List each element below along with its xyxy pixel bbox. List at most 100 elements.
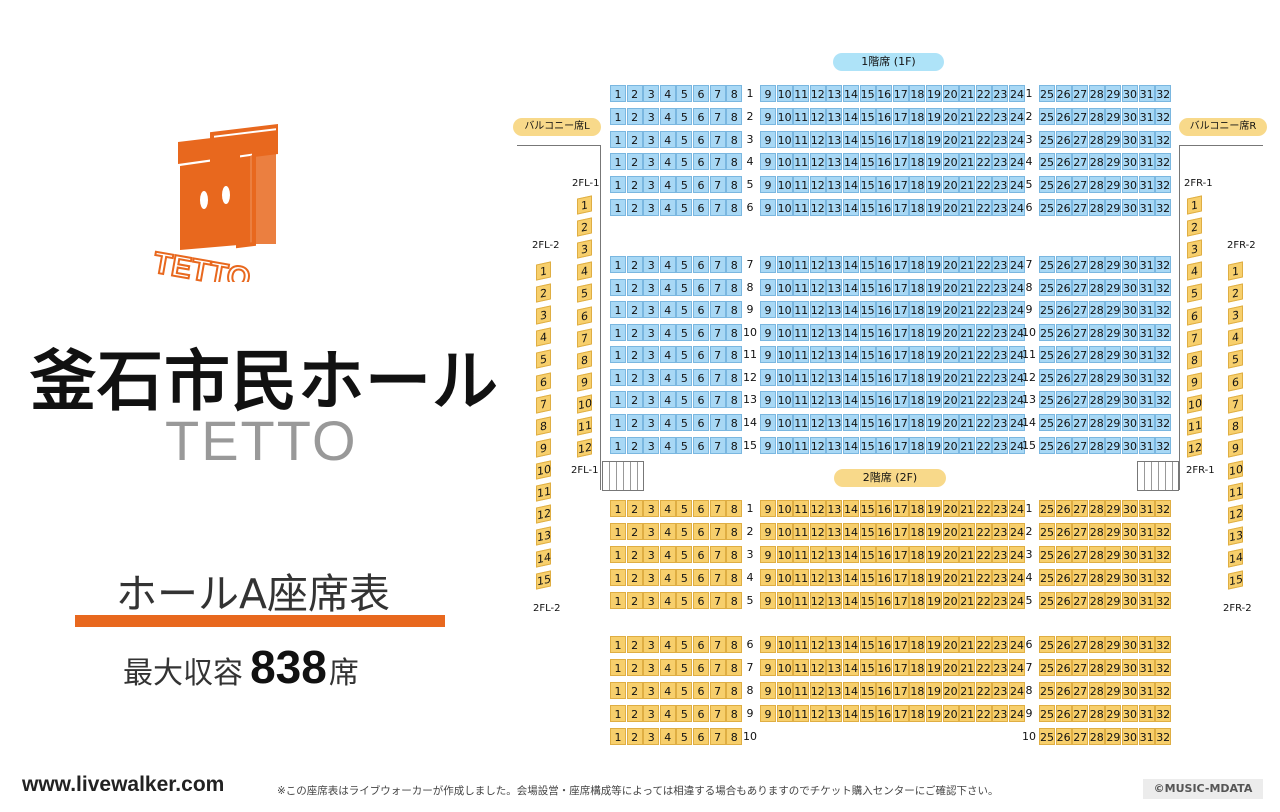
floor1-seat[interactable]: 27 [1072,414,1089,431]
floor1-seat[interactable]: 27 [1072,176,1089,193]
floor1-seat[interactable]: 17 [892,279,909,296]
floor1-seat[interactable]: 22 [975,437,992,454]
floor1-seat[interactable]: 21 [959,301,976,318]
floor2-seat[interactable]: 13 [826,659,843,676]
floor2-seat[interactable]: 23 [992,523,1009,540]
balcony-left-outer-seat[interactable]: 15 [536,570,551,590]
floor1-seat[interactable]: 7 [709,256,726,273]
floor2-seat[interactable]: 20 [942,523,959,540]
floor2-seat[interactable]: 17 [892,659,909,676]
floor2-seat[interactable]: 9 [760,569,776,586]
floor1-seat[interactable]: 13 [826,108,843,125]
floor2-seat[interactable]: 13 [826,569,843,586]
floor2-seat[interactable]: 5 [676,546,693,563]
floor1-seat[interactable]: 1 [610,324,626,341]
floor1-seat[interactable]: 22 [975,369,992,386]
floor1-seat[interactable]: 16 [876,301,893,318]
floor1-seat[interactable]: 3 [643,199,660,216]
floor1-seat[interactable]: 7 [709,153,726,170]
floor2-seat[interactable]: 8 [726,728,743,745]
floor1-seat[interactable]: 31 [1138,153,1155,170]
floor1-seat[interactable]: 19 [926,176,942,193]
floor1-seat[interactable]: 30 [1122,346,1138,363]
floor2-seat[interactable]: 7 [709,728,726,745]
floor1-seat[interactable]: 20 [942,131,959,148]
floor2-seat[interactable]: 2 [626,523,643,540]
floor1-seat[interactable]: 14 [843,199,859,216]
floor2-seat[interactable]: 2 [626,659,643,676]
floor1-seat[interactable]: 24 [1009,199,1025,216]
floor2-seat[interactable]: 9 [760,523,776,540]
balcony-right-outer-seat[interactable]: 9 [1228,438,1243,458]
floor1-seat[interactable]: 9 [760,279,776,296]
floor2-seat[interactable]: 18 [909,682,926,699]
floor2-seat[interactable]: 26 [1055,636,1072,653]
floor1-seat[interactable]: 22 [975,131,992,148]
floor1-seat[interactable]: 3 [643,153,660,170]
floor1-seat[interactable]: 19 [926,131,942,148]
floor1-seat[interactable]: 2 [626,279,643,296]
floor1-seat[interactable]: 9 [760,324,776,341]
floor1-seat[interactable]: 9 [760,346,776,363]
floor2-seat[interactable]: 18 [909,569,926,586]
floor1-seat[interactable]: 5 [676,369,693,386]
floor1-seat[interactable]: 19 [926,199,942,216]
floor2-seat[interactable]: 31 [1138,546,1155,563]
balcony-left-inner-seat[interactable]: 7 [577,327,592,348]
floor1-seat[interactable]: 5 [676,153,693,170]
floor1-seat[interactable]: 12 [809,131,826,148]
floor2-seat[interactable]: 26 [1055,592,1072,609]
floor1-seat[interactable]: 2 [626,437,643,454]
floor1-seat[interactable]: 27 [1072,437,1089,454]
floor2-seat[interactable]: 23 [992,659,1009,676]
floor2-seat[interactable]: 10 [776,682,793,699]
floor1-seat[interactable]: 21 [959,437,976,454]
balcony-left-outer-seat[interactable]: 3 [536,305,551,325]
floor2-seat[interactable]: 2 [626,705,643,722]
floor1-seat[interactable]: 25 [1039,256,1055,273]
floor1-seat[interactable]: 19 [926,369,942,386]
floor1-seat[interactable]: 6 [693,391,709,408]
floor1-seat[interactable]: 30 [1122,108,1138,125]
floor2-seat[interactable]: 8 [726,500,743,517]
floor1-seat[interactable]: 31 [1138,414,1155,431]
floor1-seat[interactable]: 12 [809,369,826,386]
floor2-seat[interactable]: 8 [726,546,743,563]
floor1-seat[interactable]: 17 [892,199,909,216]
floor1-seat[interactable]: 25 [1039,346,1055,363]
floor1-seat[interactable]: 28 [1088,324,1105,341]
floor1-seat[interactable]: 25 [1039,279,1055,296]
floor1-seat[interactable]: 29 [1105,346,1122,363]
floor1-seat[interactable]: 19 [926,346,942,363]
floor1-seat[interactable]: 29 [1105,369,1122,386]
floor2-seat[interactable]: 17 [892,682,909,699]
floor1-seat[interactable]: 6 [693,301,709,318]
balcony-right-outer-seat[interactable]: 2 [1228,283,1243,303]
floor1-seat[interactable]: 7 [709,414,726,431]
floor1-seat[interactable]: 24 [1009,256,1025,273]
floor1-seat[interactable]: 20 [942,346,959,363]
floor1-seat[interactable]: 9 [760,85,776,102]
floor1-seat[interactable]: 6 [693,199,709,216]
floor1-seat[interactable]: 16 [876,176,893,193]
floor1-seat[interactable]: 29 [1105,256,1122,273]
floor1-seat[interactable]: 11 [793,256,810,273]
floor2-seat[interactable]: 14 [843,659,859,676]
floor2-seat[interactable]: 21 [959,546,976,563]
floor2-seat[interactable]: 5 [676,569,693,586]
floor1-seat[interactable]: 23 [992,256,1009,273]
floor2-seat[interactable]: 15 [859,705,876,722]
floor2-seat[interactable]: 17 [892,636,909,653]
floor1-seat[interactable]: 5 [676,176,693,193]
floor1-seat[interactable]: 4 [659,256,676,273]
site-url[interactable]: www.livewalker.com [22,773,225,796]
floor1-seat[interactable]: 30 [1122,369,1138,386]
floor1-seat[interactable]: 26 [1055,199,1072,216]
floor1-seat[interactable]: 7 [709,176,726,193]
floor1-seat[interactable]: 29 [1105,414,1122,431]
floor1-seat[interactable]: 6 [693,153,709,170]
floor1-seat[interactable]: 10 [776,301,793,318]
floor1-seat[interactable]: 19 [926,414,942,431]
floor1-seat[interactable]: 16 [876,437,893,454]
floor1-seat[interactable]: 16 [876,279,893,296]
